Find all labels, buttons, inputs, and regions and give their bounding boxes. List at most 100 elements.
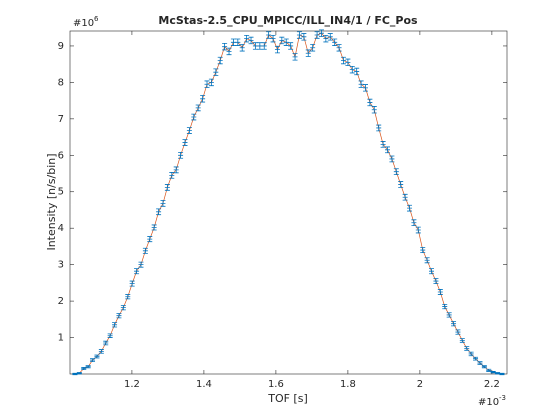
error-bar (252, 42, 258, 50)
error-bar (129, 280, 135, 287)
error-bar (169, 172, 175, 179)
error-bar (354, 67, 360, 76)
error-bar (429, 268, 435, 275)
error-bar (398, 181, 404, 188)
x-tick-label: 1.6 (268, 379, 284, 390)
error-bar (76, 372, 82, 375)
y-multiplier: #10 (73, 18, 94, 29)
error-bar (376, 124, 382, 132)
x-tick-label: 2 (417, 379, 423, 390)
error-bar (420, 247, 426, 254)
error-bar (332, 38, 338, 46)
error-bar (402, 193, 408, 201)
error-bar (468, 351, 474, 357)
error-bar (274, 45, 280, 54)
error-bar (283, 38, 289, 46)
error-bar (318, 29, 324, 37)
y-tick-label: 8 (58, 77, 64, 88)
error-bar (125, 294, 131, 300)
error-bar (244, 34, 250, 43)
error-bar (310, 44, 316, 52)
error-bar (314, 31, 320, 39)
error-bar (301, 33, 307, 41)
y-axis-label: Intensity [n/s/bin] (45, 153, 58, 250)
plot-box (69, 30, 508, 375)
error-bar (217, 56, 223, 65)
error-bar (499, 372, 505, 376)
error-bar (349, 65, 355, 74)
error-bar (191, 113, 197, 121)
error-bar (160, 200, 166, 207)
error-bar (477, 361, 483, 365)
error-bar (222, 42, 228, 51)
error-bar (213, 68, 219, 76)
error-bar (345, 58, 351, 67)
y-tick-label: 1 (58, 333, 64, 344)
error-bar (107, 333, 113, 338)
error-bar (147, 236, 153, 243)
error-bar (173, 166, 179, 174)
x-multiplier: #10 (478, 397, 499, 408)
error-bar (186, 127, 192, 134)
error-bar (415, 226, 421, 234)
error-bar (98, 349, 104, 354)
y-tick-label: 6 (58, 150, 64, 161)
error-bar (459, 338, 465, 343)
error-bar (208, 78, 214, 87)
error-bar (490, 371, 496, 374)
error-bar (305, 49, 311, 57)
x-tick-label: 1.8 (340, 379, 356, 390)
error-bar (81, 367, 87, 371)
error-bar (116, 313, 122, 319)
error-bar (226, 47, 232, 56)
error-bar (451, 321, 457, 327)
error-bar (380, 141, 386, 148)
error-bar (94, 354, 100, 359)
error-bar (235, 38, 241, 46)
y-tick-label: 3 (58, 260, 64, 271)
error-bar (424, 257, 430, 264)
error-bar (257, 42, 263, 50)
error-bar (266, 31, 272, 39)
error-bar (481, 365, 487, 369)
error-bar (200, 95, 206, 103)
error-bar (85, 365, 91, 369)
chart-title: McStas-2.5_CPU_MPICC/ILL_IN4/1 / FC_Pos (158, 14, 418, 27)
error-bar (327, 33, 333, 41)
error-bar (336, 44, 342, 52)
y-tick-label: 9 (58, 41, 64, 52)
error-bar (367, 98, 373, 107)
error-bar (261, 42, 267, 50)
y-tick-label: 2 (58, 296, 64, 307)
error-bar (270, 34, 276, 43)
error-bar (182, 139, 188, 146)
y-tick-label: 4 (58, 223, 64, 234)
error-bar (90, 358, 96, 363)
error-bar (120, 305, 126, 311)
error-bar (384, 146, 390, 154)
x-tick-label: 1.2 (124, 379, 140, 390)
error-bar (112, 322, 118, 328)
error-bar (195, 104, 201, 112)
error-bar (407, 204, 413, 212)
error-bar (371, 106, 377, 114)
error-bar (340, 56, 346, 65)
error-bar (358, 80, 364, 88)
error-bar (393, 168, 399, 176)
error-bar (362, 84, 368, 92)
error-bar (178, 151, 184, 159)
y-tick-label: 7 (58, 114, 64, 125)
error-bar (279, 36, 285, 45)
x-axis-label: TOF [s] (267, 392, 308, 405)
error-bar (296, 31, 302, 39)
x-exponent: -3 (499, 394, 506, 402)
error-bar (288, 42, 294, 50)
error-bar (72, 372, 78, 376)
error-bar (156, 208, 162, 216)
error-bar (292, 53, 298, 61)
error-bar (239, 44, 245, 52)
y-tick-label: 5 (58, 187, 64, 198)
error-bar (164, 184, 170, 191)
y-exponent: 6 (94, 15, 99, 23)
error-bar (138, 261, 144, 268)
